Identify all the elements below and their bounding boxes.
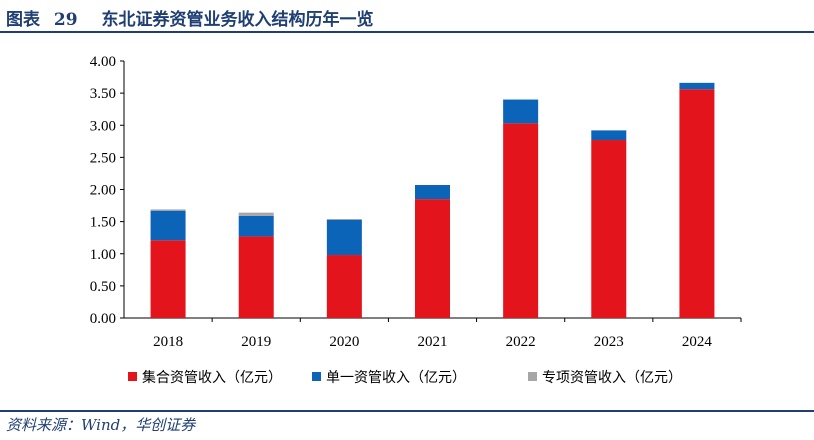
bar-2020-series-0 (326, 255, 362, 318)
x-tick-label: 2024 (682, 334, 713, 350)
bar-2019-series-0 (238, 236, 274, 318)
bar-2024-series-1 (679, 82, 715, 90)
figure-title-bar: 图表 29 东北证券资管业务收入结构历年一览 (0, 0, 814, 34)
bar-2023-series-0 (591, 140, 627, 318)
figure-number: 29 (53, 10, 78, 30)
y-tick-label: 1.00 (90, 247, 116, 263)
x-tick-label: 2021 (418, 334, 448, 350)
bar-2024-series-0 (679, 89, 715, 319)
x-tick-label: 2022 (506, 334, 536, 350)
bar-2018-series-0 (150, 240, 186, 318)
figure-title: 图表 29 东北证券资管业务收入结构历年一览 (6, 5, 374, 30)
bar-2018-series-1 (150, 210, 186, 241)
y-tick-label: 2.00 (90, 183, 116, 199)
y-tick-label: 0.50 (90, 279, 116, 295)
legend-label-series-2: 专项资管收入（亿元） (542, 370, 682, 386)
source-divider (0, 410, 814, 412)
bar-2019-series-1 (238, 215, 274, 237)
legend-swatch-series-1 (312, 372, 321, 381)
bar-2022-series-1 (503, 99, 539, 124)
legend-swatch-series-2 (528, 372, 537, 381)
figure-label: 图表 (6, 10, 40, 30)
figure-title-text: 东北证券资管业务收入结构历年一览 (101, 10, 374, 30)
bar-2022-series-0 (503, 123, 539, 318)
y-tick-label: 4.00 (90, 54, 116, 70)
y-tick-label: 3.50 (90, 86, 116, 102)
y-tick-label: 3.00 (90, 118, 116, 134)
x-tick-label: 2020 (329, 334, 359, 350)
y-tick-label: 2.50 (90, 150, 116, 166)
legend-label-series-1: 单一资管收入（亿元） (326, 370, 466, 386)
y-tick-label: 1.50 (90, 215, 116, 231)
bar-2018-series-2 (150, 209, 186, 211)
x-tick-label: 2018 (153, 334, 183, 350)
legend-swatch-series-0 (128, 372, 137, 381)
bar-2020-series-1 (326, 219, 362, 256)
bar-2023-series-1 (591, 130, 627, 141)
x-tick-label: 2019 (241, 334, 271, 350)
bar-2020-series-2 (326, 219, 362, 220)
bar-2021-series-1 (415, 185, 450, 200)
source-note: 资料来源：Wind，华创证券 (6, 416, 196, 434)
title-divider (0, 31, 814, 33)
x-tick-label: 2023 (594, 334, 624, 350)
bar-2021-series-0 (415, 199, 450, 318)
y-tick-label: 0.00 (90, 311, 116, 327)
bar-2019-series-2 (238, 212, 274, 216)
legend-label-series-0: 集合资管收入（亿元） (142, 369, 282, 386)
